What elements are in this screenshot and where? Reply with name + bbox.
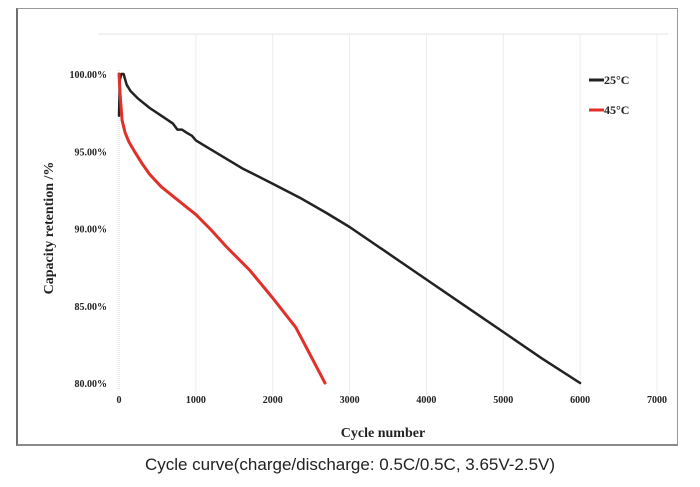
y-axis-title: Capacity retention /% — [42, 162, 57, 295]
x-axis-title: Cycle number — [341, 426, 425, 441]
y-tick-label: 90.00% — [75, 225, 108, 236]
legend-item-25c: 25°C — [589, 73, 629, 87]
y-tick-label: 85.00% — [75, 302, 108, 313]
x-tick-label: 1000 — [186, 395, 206, 406]
x-tick-label: 7000 — [647, 395, 667, 406]
x-tick-label: 3000 — [340, 395, 360, 406]
series-line-45c — [117, 72, 327, 385]
legend-label-25c: 25°C — [604, 73, 629, 87]
y-tick-labels: 80.00% 85.00% 90.00% 95.00% 100.00% — [70, 70, 108, 390]
x-tick-label: 4000 — [416, 395, 436, 406]
gridlines — [98, 33, 668, 395]
legend-item-45c: 45°C — [589, 103, 629, 117]
legend: 25°C 45°C — [589, 73, 629, 117]
x-tick-label: 2000 — [263, 395, 283, 406]
figure-caption: Cycle curve(charge/discharge: 0.5C/0.5C,… — [144, 455, 556, 474]
x-tick-label: 6000 — [570, 395, 590, 406]
y-tick-label: 95.00% — [75, 147, 108, 158]
x-tick-labels: 0 1000 2000 3000 4000 5000 6000 7000 — [117, 395, 668, 406]
legend-label-45c: 45°C — [604, 103, 629, 117]
x-tick-label: 5000 — [493, 395, 513, 406]
x-tick-label: 0 — [117, 395, 122, 406]
line-chart: 0 1000 2000 3000 4000 5000 6000 7000 80.00% 85.0… — [42, 33, 668, 441]
series-lines — [117, 72, 582, 385]
series-line-25c — [117, 72, 582, 385]
y-tick-label: 80.00% — [75, 379, 108, 390]
y-tick-label: 100.00% — [70, 70, 108, 81]
